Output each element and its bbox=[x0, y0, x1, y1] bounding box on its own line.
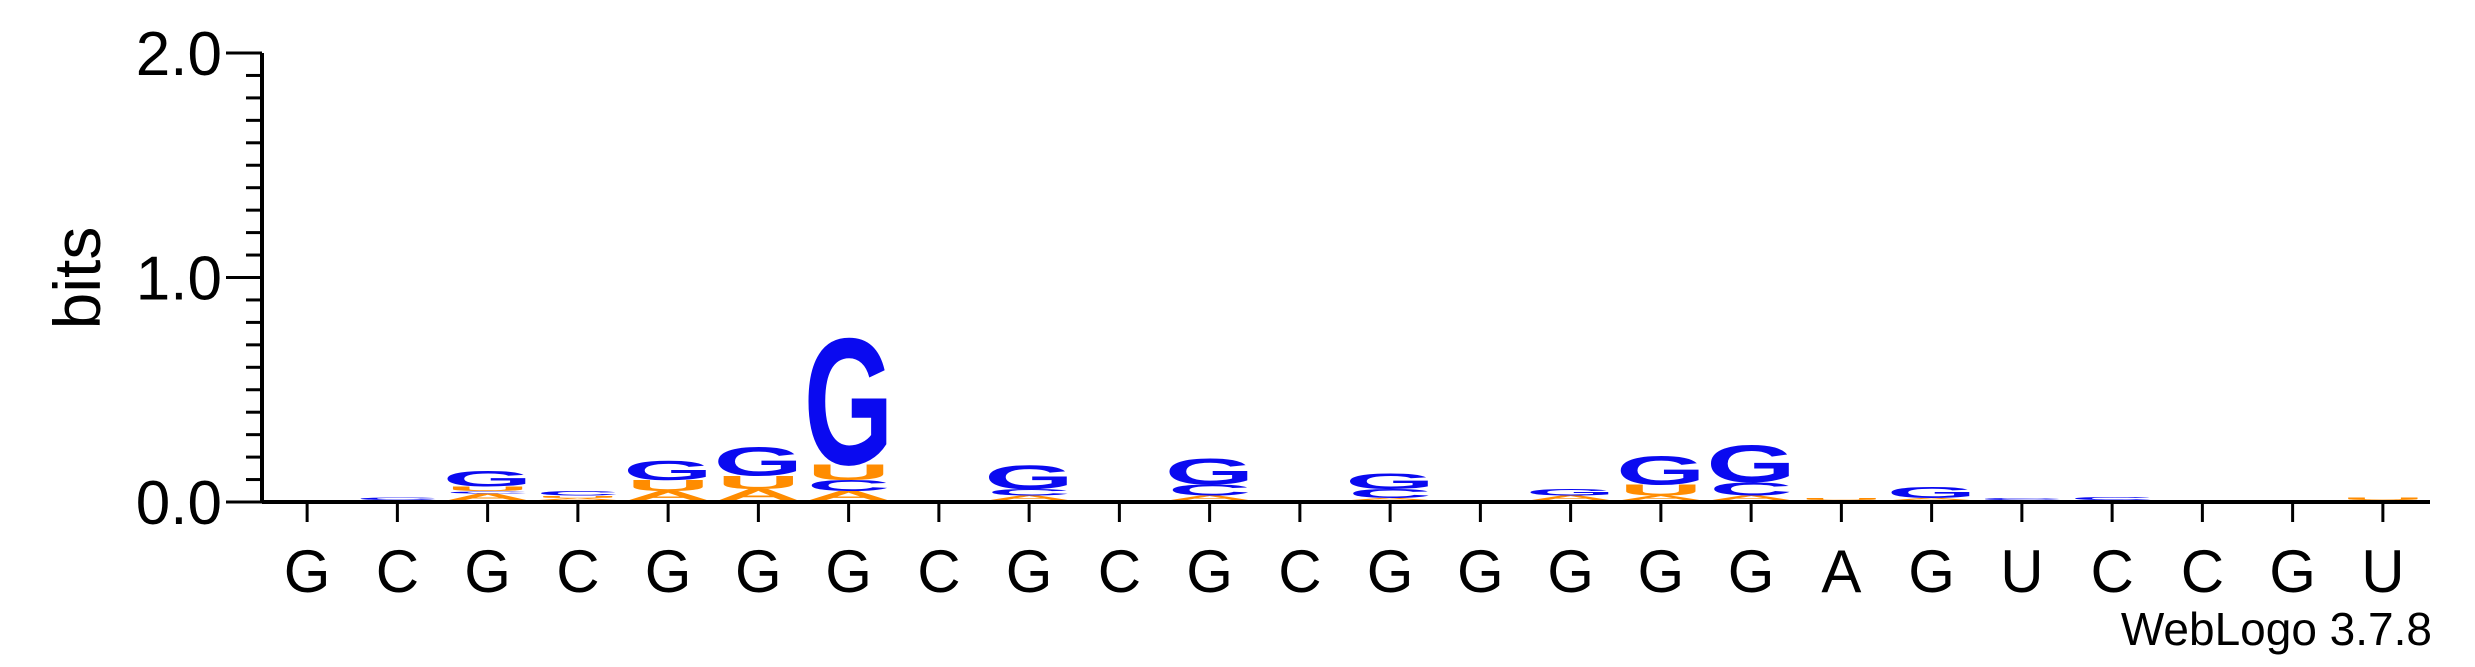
x-tick-label: C bbox=[376, 538, 419, 605]
logo-letter-u: U bbox=[717, 472, 800, 493]
logo-letter-a: A bbox=[1619, 494, 1702, 501]
logo-letter-g: G bbox=[1345, 469, 1435, 493]
logo-letter-a: A bbox=[807, 489, 890, 503]
y-tick-label: 2.0 bbox=[136, 20, 222, 89]
x-tick-label: G bbox=[1547, 538, 1594, 605]
logo-letter-u: U bbox=[2341, 497, 2424, 501]
x-tick-label: G bbox=[1457, 538, 1504, 605]
logo-letter-g: G bbox=[984, 458, 1074, 496]
logo-letter-c: C bbox=[356, 497, 439, 501]
logo-letter-c: C bbox=[1709, 479, 1792, 500]
logo-letter-a: A bbox=[987, 494, 1070, 501]
logo-letter-g: G bbox=[623, 454, 713, 485]
logo-letter-c: C bbox=[1980, 497, 2063, 500]
x-tick-label: C bbox=[556, 538, 599, 605]
y-tick-label: 0.0 bbox=[136, 469, 222, 538]
x-tick-label: U bbox=[2361, 538, 2404, 605]
x-tick-label: U bbox=[2000, 538, 2043, 605]
x-tick-label: G bbox=[2269, 538, 2316, 605]
logo-letter-a: A bbox=[626, 489, 709, 503]
logo-letter-u: U bbox=[626, 477, 709, 494]
logo-letter-u: U bbox=[1619, 482, 1702, 499]
x-tick-label: G bbox=[1006, 538, 1053, 605]
logo-letter-g: G bbox=[443, 467, 533, 491]
logo-letter-u: U bbox=[1800, 497, 1883, 500]
logo-letter-c: C bbox=[1348, 487, 1431, 501]
logo-letter-c: C bbox=[1168, 482, 1251, 499]
x-tick-label: G bbox=[645, 538, 692, 605]
logo-letter-c: C bbox=[446, 490, 529, 493]
logo-letter-a: A bbox=[1890, 497, 1973, 500]
x-tick-label: C bbox=[2181, 538, 2224, 605]
logo-letter-g: G bbox=[1706, 435, 1796, 494]
x-tick-label: G bbox=[1908, 538, 1955, 605]
logo-letter-c: C bbox=[807, 477, 890, 494]
logo-letter-u: U bbox=[807, 460, 890, 484]
weblogo-credit: WebLogo 3.7.8 bbox=[2121, 603, 2432, 655]
logo-letter-g: G bbox=[1616, 448, 1706, 493]
x-tick-label: G bbox=[284, 538, 331, 605]
x-tick-label: C bbox=[917, 538, 960, 605]
logo-letter-g: G bbox=[804, 302, 894, 504]
y-axis: 0.0 1.0 2.0 bbox=[136, 20, 264, 538]
logo-letter-a: A bbox=[1168, 494, 1251, 501]
x-tick-label: G bbox=[825, 538, 872, 605]
x-tick-label: G bbox=[735, 538, 782, 605]
x-tick-label: A bbox=[1821, 538, 1861, 605]
y-axis-title: bits bbox=[40, 227, 114, 330]
y-tick-label: 1.0 bbox=[136, 245, 222, 314]
logo-letter-a: A bbox=[446, 492, 529, 502]
logo-letter-g: G bbox=[1165, 451, 1255, 493]
x-tick-label: G bbox=[464, 538, 511, 605]
logo-letter-u: U bbox=[446, 485, 529, 492]
x-tick-label: C bbox=[1098, 538, 1141, 605]
logo-letter-u: U bbox=[536, 495, 619, 498]
logo-letter-c: C bbox=[2070, 496, 2153, 501]
logo-letter-g: G bbox=[1887, 484, 1977, 501]
logo-letter-g: G bbox=[1526, 487, 1616, 497]
logo-letter-a: A bbox=[717, 486, 800, 503]
x-tick-label: C bbox=[1278, 538, 1321, 605]
x-tick-label: C bbox=[2090, 538, 2133, 605]
logo-letter-a: A bbox=[536, 497, 619, 500]
x-tick-label: G bbox=[1728, 538, 1775, 605]
logo-letter-a: A bbox=[1348, 497, 1431, 500]
logo-letter-g: G bbox=[714, 439, 804, 484]
logo-letter-c: C bbox=[536, 490, 619, 497]
x-tick-label: G bbox=[1367, 538, 1414, 605]
logo-letter-a: A bbox=[1529, 494, 1612, 501]
x-tick-label: G bbox=[1638, 538, 1685, 605]
logo-letter-a: A bbox=[1709, 494, 1792, 501]
logo-letter-c: C bbox=[987, 487, 1070, 497]
x-tick-label: G bbox=[1186, 538, 1233, 605]
